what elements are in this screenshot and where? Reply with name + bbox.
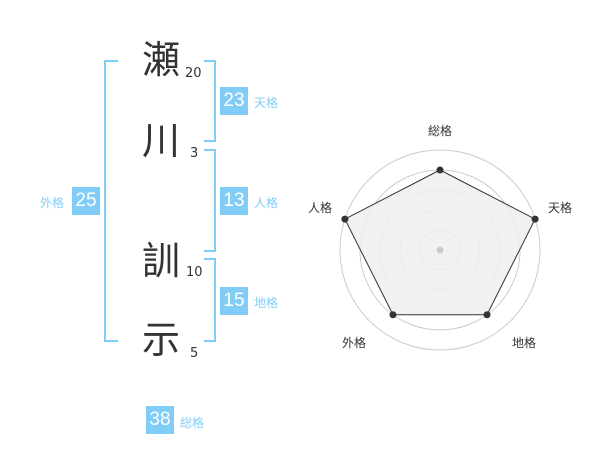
- tenkaku-label: 天格: [254, 96, 279, 110]
- axis-label-tenkaku: 天格: [548, 200, 572, 215]
- chikaku-bracket: [204, 258, 216, 342]
- radar-area: [344, 169, 536, 316]
- chikaku-label: 地格: [254, 296, 279, 310]
- radar-point: [436, 166, 444, 174]
- chikaku-value: 15: [220, 287, 248, 315]
- grid-ring: [339, 149, 541, 351]
- soukaku-value: 38: [146, 406, 174, 434]
- name-char-4: 示: [141, 318, 180, 362]
- gaikaku-bracket: [104, 60, 118, 342]
- name-char-1: 瀬: [141, 38, 180, 82]
- stroke-count-1: 20: [185, 66, 202, 81]
- stroke-count-4: 5: [190, 346, 199, 361]
- radar-center: [436, 246, 444, 254]
- gaikaku-label: 外格: [40, 196, 65, 210]
- tenkaku-bracket: [204, 60, 216, 142]
- name-char-3: 訓: [141, 239, 180, 283]
- jinkaku-label: 人格: [254, 196, 279, 210]
- axis-label-chikaku: 地格: [512, 335, 536, 350]
- radar-point: [341, 215, 349, 223]
- axis-label-jinkaku: 人格: [308, 200, 332, 215]
- gaikaku-value: 25: [72, 187, 100, 215]
- stroke-count-3: 10: [186, 265, 203, 280]
- tenkaku-value: 23: [220, 87, 248, 115]
- radar-point: [389, 311, 397, 319]
- jinkaku-bracket: [204, 149, 216, 252]
- radar-point: [483, 311, 491, 319]
- soukaku-label: 総格: [180, 416, 205, 430]
- axis-label-gaikaku: 外格: [342, 335, 366, 350]
- name-char-2: 川: [141, 119, 180, 163]
- jinkaku-value: 13: [220, 187, 248, 215]
- radar-point: [531, 215, 539, 223]
- stroke-count-2: 3: [190, 146, 199, 161]
- axis-label-soukaku: 総格: [428, 123, 452, 138]
